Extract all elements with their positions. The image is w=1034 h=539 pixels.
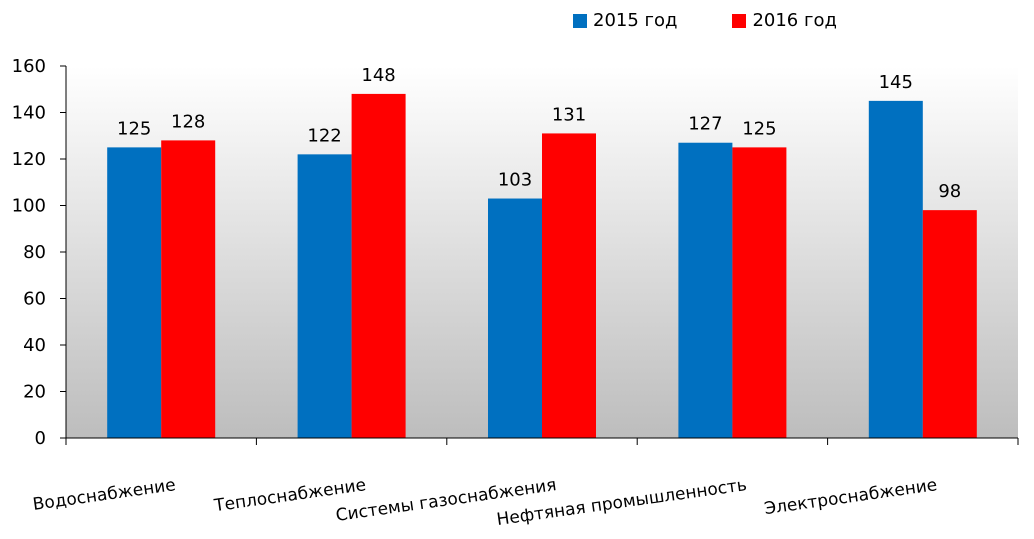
data-label-2016-1: 148 (361, 65, 395, 86)
bar-2015-4 (868, 100, 923, 438)
bar-2016-2 (542, 133, 596, 439)
legend-label-2016: 2016 год (752, 10, 837, 31)
y-tick-label: 120 (12, 149, 46, 170)
bar-2015-0 (107, 147, 162, 438)
legend-label-2015: 2015 год (593, 10, 678, 31)
x-category-label-0: Водоснабжение (32, 475, 177, 515)
data-label-2015-4: 145 (879, 72, 913, 93)
bar-2016-1 (351, 93, 406, 439)
y-tick-label: 140 (12, 103, 46, 124)
data-label-2016-4: 98 (938, 181, 961, 202)
legend-item-2015: 2015 год (573, 10, 677, 31)
legend: 2015 год 2016 год (573, 10, 837, 31)
data-label-2015-2: 103 (498, 170, 532, 191)
bars-group (107, 93, 977, 439)
data-label-2016-0: 128 (171, 111, 205, 132)
bar-2016-3 (732, 147, 787, 438)
y-tick-label: 40 (23, 335, 46, 356)
data-label-2016-2: 131 (552, 104, 586, 125)
y-tick-label: 80 (23, 242, 46, 263)
y-tick-label: 0 (35, 428, 46, 449)
y-tick-label: 160 (12, 56, 46, 77)
data-label-2016-3: 125 (742, 118, 776, 139)
y-tick-label: 100 (12, 196, 46, 217)
legend-item-2016: 2016 год (732, 10, 837, 31)
legend-swatch-2016 (732, 13, 747, 28)
bar-2016-4 (922, 210, 977, 438)
bar-2016-0 (161, 140, 216, 438)
data-label-2015-0: 125 (117, 118, 151, 139)
y-tick-label: 20 (23, 382, 46, 403)
data-label-2015-1: 122 (307, 125, 341, 146)
bar-2015-2 (488, 198, 542, 438)
y-ticks-group: 0 20 40 60 80 100 120 140 160 (12, 56, 66, 449)
y-tick-label: 60 (23, 289, 46, 310)
bar-2015-1 (297, 154, 352, 438)
x-category-label-4: Электроснабжение (763, 475, 938, 519)
legend-swatch-2015 (573, 13, 587, 28)
value-labels-group: 125 128 122 148 103 131 127 125 145 98 (117, 65, 961, 202)
bar-2015-3 (678, 142, 733, 438)
data-label-2015-3: 127 (688, 114, 722, 135)
